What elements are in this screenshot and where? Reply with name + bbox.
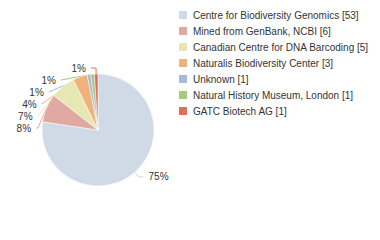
svg-text:Naturalis Biodiversity Center: Naturalis Biodiversity Center [3] — [193, 58, 333, 69]
svg-text:Unknown [1]: Unknown [1] — [193, 74, 249, 85]
svg-text:8%: 8% — [17, 123, 32, 134]
svg-text:1%: 1% — [29, 87, 44, 98]
svg-text:Natural History Museum, London: Natural History Museum, London [1] — [193, 90, 353, 101]
svg-text:1%: 1% — [41, 75, 56, 86]
svg-text:Centre for Biodiversity Genomi: Centre for Biodiversity Genomics [53] — [193, 10, 359, 21]
svg-text:4%: 4% — [22, 99, 37, 110]
svg-text:7%: 7% — [18, 111, 33, 122]
svg-text:Canadian Centre for DNA Barcod: Canadian Centre for DNA Barcoding [5] — [193, 42, 368, 53]
svg-text:1%: 1% — [72, 63, 87, 74]
svg-text:GATC Biotech AG [1]: GATC Biotech AG [1] — [193, 106, 287, 117]
svg-text:75%: 75% — [149, 171, 169, 182]
svg-text:Mined from GenBank, NCBI [6]: Mined from GenBank, NCBI [6] — [193, 26, 331, 37]
